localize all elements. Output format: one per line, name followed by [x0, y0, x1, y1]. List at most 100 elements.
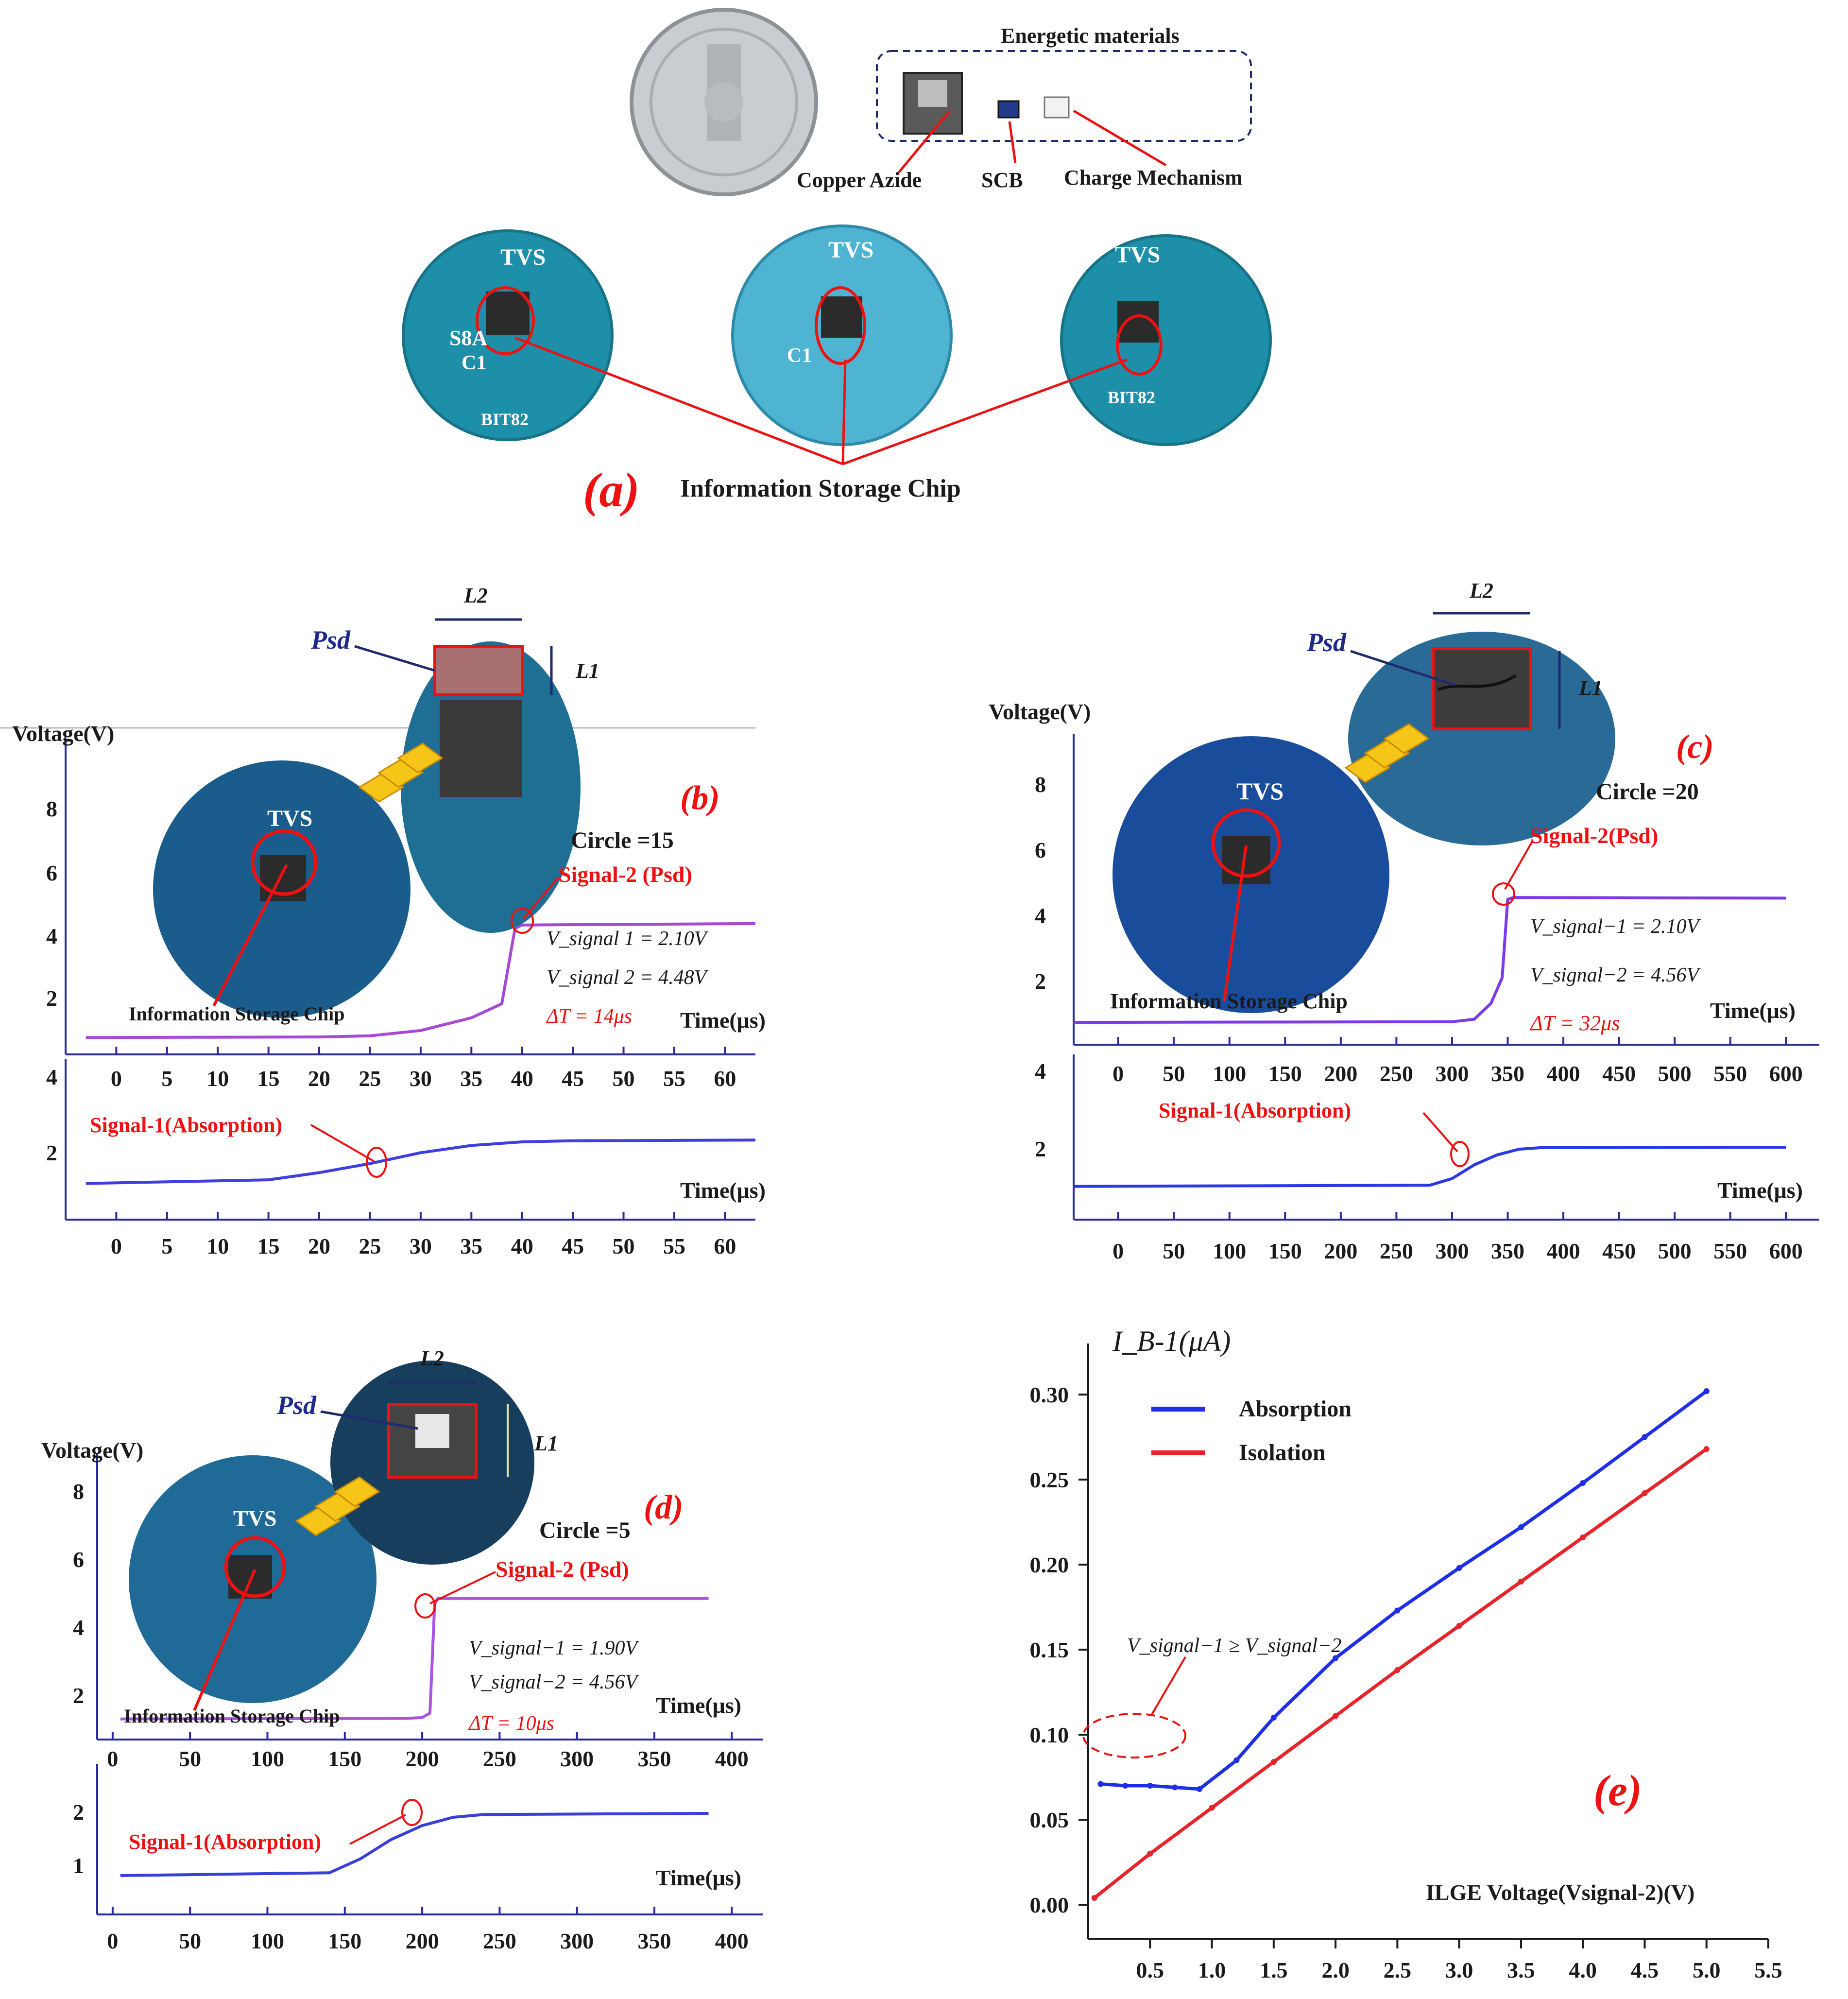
panel-d-xtick-label-bottom: 250	[483, 1929, 516, 1953]
panel-b-ytick-6: 6	[46, 861, 57, 885]
panel-d-xtick-label-top: 300	[560, 1746, 594, 1771]
panel-b-xtick-label-bottom: 25	[359, 1234, 381, 1258]
panel-d-ytick-8: 8	[73, 1479, 84, 1504]
panel-b-xtick-label-bottom: 50	[613, 1234, 635, 1258]
panel-e-xtick-label: 3.0	[1445, 1958, 1473, 1982]
board-right-bit: BIT82	[1108, 388, 1155, 407]
panel-e-series-absorption-point	[1703, 1388, 1710, 1394]
scb-photo	[997, 100, 1020, 119]
panel-e-series-isolation-point	[1456, 1623, 1462, 1629]
panel-b-zoom-inset	[401, 641, 581, 933]
panel-d-ytick-bottom-1: 1	[73, 1853, 84, 1878]
panel-c-xtick-label-bottom: 200	[1324, 1239, 1357, 1263]
panel-d-signal1-label: Signal-1(Absorption)	[129, 1830, 321, 1854]
panel-e-series-absorption-line	[1100, 1390, 1708, 1791]
panel-b-ytick-8: 8	[46, 796, 57, 821]
panel-c-xtick-label-bottom: 350	[1491, 1239, 1524, 1263]
copper-azide-arrow	[898, 110, 951, 173]
panel-d-y-label: Voltage(V)	[41, 1438, 143, 1463]
panel-c-xtick-label-bottom: 50	[1163, 1239, 1185, 1263]
panel-b-signal1-arrow	[310, 1124, 375, 1162]
scb-arrow	[1008, 121, 1017, 163]
panel-b-chip-label: Information Storage Chip	[129, 1003, 344, 1025]
panel-d-ytick-6: 6	[73, 1547, 84, 1572]
panel-c-board-inset: TVS	[1112, 736, 1389, 1013]
panel-a: Energetic materials Copper Azide SCB Cha…	[402, 8, 1272, 517]
charge-mechanism-photo	[1044, 96, 1070, 119]
panel-c-xtick-label-bottom: 600	[1769, 1239, 1803, 1263]
panel-b-xtick-label-bottom: 15	[257, 1234, 280, 1258]
panel-e-ytick-label: 0.05	[1030, 1808, 1069, 1832]
panel-c-psd-arrow	[1350, 650, 1455, 687]
panel-e-series-absorption-point	[1147, 1783, 1153, 1789]
panel-e-ytick-label: 0.15	[1030, 1637, 1069, 1662]
panel-e-series-isolation-line	[1093, 1448, 1708, 1899]
panel-c-xtick-label-top: 150	[1268, 1061, 1302, 1086]
panel-e-legend-absorption: Absorption	[1239, 1396, 1352, 1422]
panel-e-series-isolation-point	[1518, 1579, 1524, 1585]
panel-c-time-label-bottom: Time(μs)	[1717, 1178, 1803, 1203]
panel-c-time-label-top: Time(μs)	[1710, 998, 1796, 1023]
panel-e-series-isolation-point	[1703, 1446, 1710, 1452]
panel-b-xtick-label-top: 25	[359, 1066, 381, 1091]
panel-c-psd-label: Psd	[1306, 628, 1347, 657]
panel-d-l2-label: L2	[420, 1346, 444, 1370]
panel-d-board-tvs: TVS	[233, 1506, 276, 1531]
panel-c-xtick-label-bottom: 500	[1658, 1239, 1692, 1263]
panel-d-series-signal2-line	[120, 1597, 709, 1721]
panel-d-psd-arrow	[320, 1410, 418, 1430]
panel-e-ytick-label: 0.00	[1030, 1893, 1069, 1917]
panel-d-xtick-label-bottom: 150	[328, 1929, 361, 1953]
panel-c-xtick-label-top: 50	[1163, 1061, 1185, 1086]
panel-e-xtick-label: 4.0	[1569, 1958, 1597, 1982]
panel-d-xtick-label-top: 200	[406, 1746, 439, 1771]
chip-arrow-right	[842, 358, 1128, 465]
panel-e-xtick-labels: 0.5 1.0 1.5 2.0 2.5 3.0 3.5 4.0 4.5 5.0 5.5	[1136, 1958, 1782, 1982]
panel-c-xtick-label-top: 550	[1713, 1061, 1747, 1086]
chip-arrow-middle	[841, 359, 847, 465]
panel-e-annotation-ellipse	[1082, 1713, 1186, 1758]
panel-c-signal1-marker	[1450, 1141, 1470, 1167]
panel-d-chip-label: Information Storage Chip	[124, 1705, 340, 1727]
coin-photo	[630, 8, 818, 196]
panel-b-xtick-label-top: 60	[714, 1066, 736, 1091]
panel-b-xtick-label-top: 10	[206, 1066, 229, 1091]
panel-d-xtick-label-bottom: 0	[107, 1929, 118, 1953]
panel-d-xtick-label-top: 150	[328, 1746, 361, 1771]
panel-e-series-isolation-point	[1333, 1713, 1339, 1719]
panel-d-ytick-bottom-2: 2	[73, 1800, 84, 1825]
panel-e-series-isolation-point	[1394, 1667, 1401, 1673]
panel-e-xtick-label: 0.5	[1136, 1958, 1164, 1982]
panel-a-chip-label: Information Storage Chip	[680, 475, 961, 502]
panel-d-xtick-labels-bottom: 0 50 100 150 200 250 300 350 400	[107, 1929, 748, 1953]
panel-b-xtick-labels-bottom: 0 5 10 15 20 25 30 35 40 45 50 55 60	[111, 1234, 736, 1258]
panel-e-xtick-label: 3.5	[1507, 1958, 1535, 1982]
panel-e-series-isolation-point	[1209, 1805, 1215, 1811]
panel-d-signal1-arrow	[349, 1814, 406, 1845]
panel-c-xtick-label-top: 400	[1547, 1061, 1580, 1086]
panel-b-v2: V_signal 2 = 4.48V	[547, 966, 709, 989]
panel-e-series-absorption-point	[1333, 1655, 1339, 1661]
panel-d-signal2-marker	[414, 1593, 436, 1619]
panel-b-xtick-labels-top: 0 5 10 15 20 25 30 35 40 45 50 55 60	[111, 1066, 736, 1091]
panel-c-xtick-labels-top: 0 50 100 150 200 250 300 350 400 450 500 550 600	[1112, 1061, 1803, 1086]
panel-e-series-absorption-point	[1197, 1786, 1203, 1792]
panel-c-signal2-label: Signal-2(Psd)	[1530, 823, 1658, 848]
panel-c-xtick-label-top: 0	[1112, 1061, 1124, 1086]
panel-b-xtick-label-top: 45	[562, 1066, 584, 1091]
panel-b-xtick-label-bottom: 5	[161, 1234, 172, 1258]
panel-d-xtick-label-bottom: 100	[251, 1929, 284, 1953]
panel-b-ytick-2: 2	[46, 986, 57, 1011]
panel-b-chevron-arrows	[358, 742, 444, 803]
panel-b-signal2-marker	[511, 908, 534, 934]
panel-b-chip-arrow	[212, 864, 288, 1007]
panel-d-xtick-label-top: 50	[179, 1746, 201, 1771]
board-right: TVS BIT82	[1060, 234, 1272, 446]
panel-c-xtick-label-top: 300	[1435, 1061, 1469, 1086]
panel-c-xtick-label-bottom: 400	[1547, 1239, 1580, 1263]
panel-d-v2: V_signal−2 = 4.56V	[469, 1671, 640, 1693]
panel-d-zoom-inset	[330, 1361, 534, 1565]
charge-mechanism-label: Charge Mechanism	[1064, 166, 1243, 190]
panel-e-series-isolation-point	[1642, 1490, 1648, 1496]
copper-azide-label: Copper Azide	[797, 168, 922, 192]
